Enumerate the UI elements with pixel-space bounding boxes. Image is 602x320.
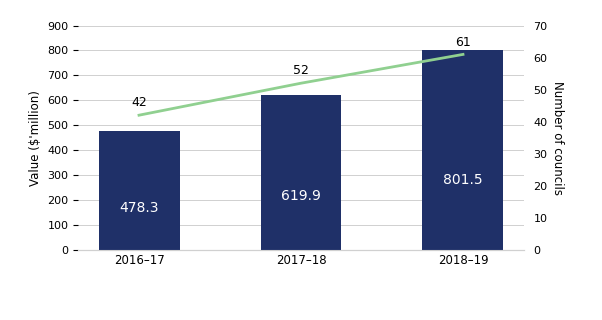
Text: 52: 52 [293, 64, 309, 77]
Bar [261, 95, 341, 250]
Y-axis label: Value ($'million): Value ($'million) [29, 90, 42, 186]
Bar [99, 131, 179, 250]
Text: 42: 42 [131, 96, 147, 109]
Legend: Value, Councils: Value, Councils [219, 319, 383, 320]
Text: 478.3: 478.3 [119, 201, 159, 215]
Text: 61: 61 [455, 36, 471, 49]
Y-axis label: Number of councils: Number of councils [551, 81, 564, 195]
Bar [423, 50, 503, 250]
Text: 619.9: 619.9 [281, 188, 321, 203]
Text: 801.5: 801.5 [443, 173, 483, 187]
